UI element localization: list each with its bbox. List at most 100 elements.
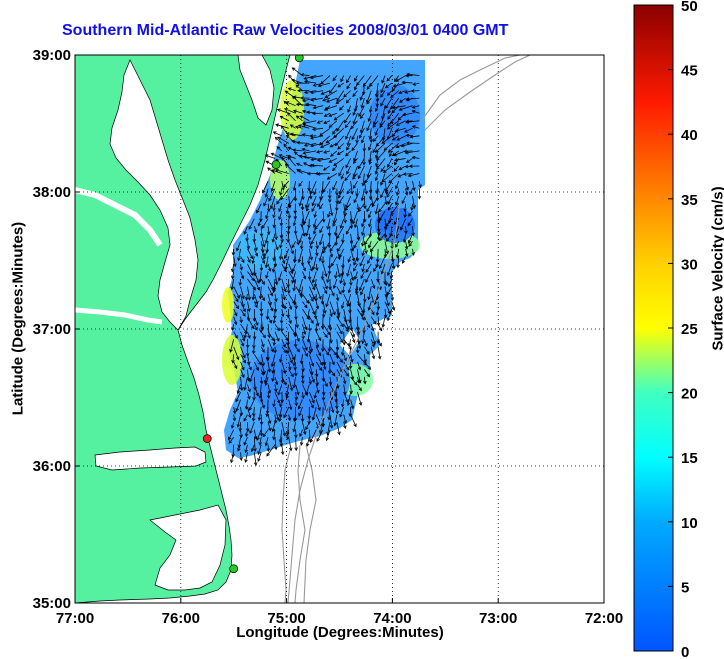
- velocity-arrow: [248, 399, 255, 411]
- velocity-arrowhead: [326, 431, 330, 436]
- velocity-arrowhead: [380, 89, 384, 94]
- velocity-arrowhead: [280, 399, 284, 404]
- velocity-arrow: [361, 233, 365, 246]
- velocity-arrowhead: [382, 169, 387, 174]
- velocity-arrowhead: [293, 367, 297, 371]
- velocity-arrow: [232, 248, 235, 255]
- velocity-arrow: [244, 376, 248, 391]
- velocity-arrowhead: [320, 325, 325, 330]
- velocity-arrow: [267, 384, 271, 394]
- velocity-arrowhead: [297, 88, 301, 93]
- velocity-arrow: [264, 369, 269, 384]
- velocity-arrowhead: [353, 245, 357, 249]
- velocity-arrowhead: [349, 219, 354, 224]
- velocity-arrowhead: [381, 116, 385, 120]
- velocity-arrowhead: [281, 187, 285, 191]
- velocity-arrowhead: [304, 353, 308, 357]
- velocity-arrow: [357, 369, 361, 383]
- velocity-arrowhead: [230, 268, 235, 273]
- velocity-arrow: [343, 354, 347, 361]
- velocity-arrow: [265, 211, 269, 219]
- velocity-arrowhead: [239, 266, 243, 271]
- velocity-arrow: [279, 407, 283, 417]
- velocity-arrow: [231, 271, 235, 279]
- velocity-arrow: [322, 286, 328, 294]
- velocity-arrowhead: [383, 314, 388, 319]
- velocity-arrow: [253, 293, 258, 305]
- velocity-arrow: [327, 173, 338, 180]
- velocity-arrowhead: [259, 267, 264, 272]
- velocity-arrowhead: [293, 230, 298, 235]
- velocity-arrow: [257, 452, 262, 462]
- velocity-arrowhead: [249, 255, 254, 260]
- velocity-arrow: [308, 278, 316, 290]
- velocity-arrowhead: [340, 323, 344, 328]
- velocity-arrow: [390, 97, 400, 109]
- velocity-arrowhead: [380, 194, 384, 199]
- velocity-arrow: [404, 203, 407, 212]
- velocity-arrow: [354, 98, 358, 112]
- velocity-arrowhead: [259, 329, 263, 334]
- velocity-arrow: [402, 112, 413, 116]
- radar-station-marker: [202, 434, 212, 443]
- velocity-arrowhead: [283, 381, 287, 386]
- velocity-arrowhead: [291, 244, 295, 249]
- velocity-arrow: [375, 173, 379, 181]
- velocity-arrowhead: [326, 279, 330, 284]
- velocity-arrowhead: [386, 77, 391, 82]
- velocity-arrow: [322, 331, 328, 338]
- velocity-arrowhead: [347, 343, 352, 347]
- velocity-arrow: [267, 391, 270, 399]
- velocity-arrow: [368, 301, 372, 311]
- velocity-arrowhead: [357, 345, 362, 350]
- velocity-arrow: [361, 135, 365, 143]
- velocity-arrow: [397, 256, 400, 268]
- velocity-arrowhead: [361, 316, 365, 321]
- velocity-arrow: [286, 101, 296, 107]
- velocity-arrowhead: [239, 412, 244, 417]
- velocity-arrowhead: [310, 241, 314, 245]
- velocity-arrowhead: [401, 80, 406, 85]
- velocity-arrow: [322, 323, 331, 335]
- velocity-arrow: [366, 203, 372, 212]
- velocity-arrowhead: [333, 134, 337, 139]
- velocity-arrowhead: [329, 254, 334, 258]
- velocity-arrowhead: [377, 232, 381, 236]
- velocity-arrow: [350, 316, 352, 331]
- velocity-arrowhead: [335, 405, 339, 410]
- velocity-arrowhead: [308, 195, 313, 200]
- velocity-arrowhead: [241, 303, 245, 308]
- velocity-arrowhead: [258, 441, 262, 446]
- velocity-arrow: [363, 376, 366, 384]
- velocity-arrowhead: [332, 285, 337, 290]
- velocity-arrowhead: [288, 447, 293, 452]
- velocity-arrowhead: [262, 370, 266, 375]
- velocity-arrow: [302, 361, 304, 372]
- velocity-arrowhead: [274, 298, 278, 303]
- velocity-arrowhead: [327, 416, 331, 421]
- velocity-arrowhead: [336, 151, 341, 155]
- velocity-arrowhead: [234, 312, 238, 317]
- velocity-arrow: [337, 150, 344, 155]
- x-tick-label: 75:00: [267, 610, 305, 627]
- velocity-arrow: [340, 271, 345, 284]
- velocity-arrowhead: [368, 244, 372, 249]
- velocity-arrowhead: [325, 437, 330, 442]
- velocity-arrowhead: [353, 261, 357, 266]
- velocity-arrowhead: [313, 191, 317, 196]
- velocity-arrowhead: [321, 260, 325, 265]
- velocity-arrowhead: [387, 149, 392, 153]
- velocity-arrow: [376, 188, 379, 201]
- velocity-arrowhead: [395, 192, 400, 196]
- velocity-arrow: [359, 278, 365, 291]
- velocity-arrowhead: [236, 423, 241, 428]
- velocity-arrow: [271, 180, 276, 192]
- velocity-arrowhead: [261, 189, 266, 194]
- velocity-arrow: [281, 422, 286, 436]
- velocity-arrow: [312, 195, 317, 206]
- velocity-arrowhead: [394, 185, 399, 190]
- velocity-arrow: [357, 354, 367, 366]
- velocity-arrow: [324, 105, 337, 111]
- velocity-arrowhead: [293, 417, 298, 422]
- velocity-arrow: [350, 331, 355, 343]
